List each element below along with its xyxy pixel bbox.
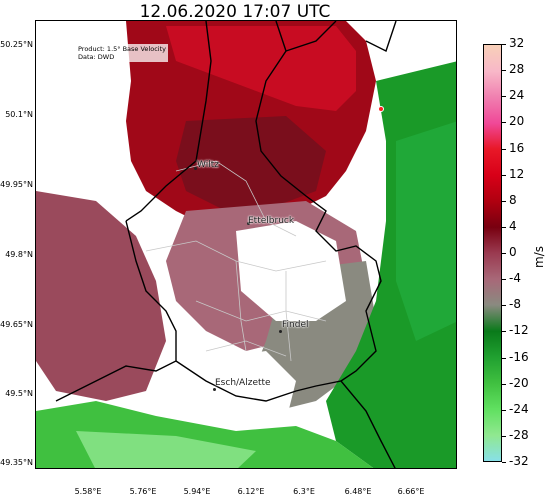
colorbar-tick-mark (502, 226, 506, 228)
colorbar-tick-label: 32 (509, 36, 525, 50)
city-label-esch-alzette: Esch/Alzette (215, 378, 271, 388)
colorbar-tick-mark (502, 200, 506, 202)
colorbar-tick-label: -12 (509, 323, 529, 338)
radar-map[interactable]: Product: 1.5° Base Velocity Data: DWD (35, 20, 457, 469)
colorbar-tick-mark (502, 122, 506, 124)
no-data-patch-south (186, 351, 296, 431)
city-dot-findel (279, 330, 282, 333)
city-dot-esch-alzette (213, 388, 216, 391)
lat-tick-label: 50.1°N (5, 110, 33, 119)
colorbar-tick-mark (502, 331, 506, 333)
colorbar-tick-label: -32 (509, 454, 529, 468)
colorbar-tick-label: -28 (509, 427, 529, 442)
lon-tick-label: 5.94°E (183, 487, 211, 496)
data-source-label: Data: DWD (78, 53, 115, 61)
city-dot-wiltz (194, 167, 197, 170)
velocity-region-light-green-south (76, 431, 256, 468)
colorbar-tick-mark (502, 148, 506, 150)
no-data-patch-west (36, 21, 126, 191)
map-title: 12.06.2020 17:07 UTC (139, 2, 331, 22)
district-borders (145, 160, 327, 362)
velocity-region-bright-red (166, 26, 356, 111)
radar-site-marker (378, 106, 384, 112)
radar-map-canvas (36, 21, 456, 468)
colorbar-tick-label: -4 (509, 271, 521, 286)
colorbar-tick-mark (502, 279, 506, 281)
colorbar-tick-label: -24 (509, 401, 529, 416)
colorbar-tick-label: 28 (509, 62, 525, 77)
colorbar-tick-label: 4 (509, 218, 517, 233)
colorbar-tick-mark (502, 44, 506, 45)
city-label-wiltz: Wiltz (197, 160, 219, 170)
colorbar-tick-mark (502, 174, 506, 176)
lat-tick-label: 49.8°N (5, 250, 33, 259)
colorbar-tick-label: 24 (509, 88, 525, 103)
colorbar-tick-mark (502, 253, 506, 254)
colorbar-tick-label: 8 (509, 192, 517, 207)
velocity-region-maroon-mid (176, 116, 326, 211)
lat-tick-label: 50.25°N (0, 40, 33, 49)
lat-tick-label: 49.5°N (5, 389, 33, 398)
velocity-colorbar (483, 44, 502, 462)
lon-tick-label: 6.66°E (397, 487, 425, 496)
colorbar-tick-mark (502, 96, 506, 98)
lat-tick-label: 49.95°N (0, 180, 33, 189)
colorbar-tick-mark (502, 305, 506, 307)
colorbar-tick-mark (502, 70, 506, 72)
lat-tick-label: 49.35°N (0, 458, 33, 467)
product-info-box: Product: 1.5° Base Velocity Data: DWD (76, 44, 168, 62)
colorbar-tick-label: 12 (509, 166, 525, 181)
city-dot-ettelbruck (247, 222, 250, 225)
no-data-patch-center (236, 221, 346, 321)
city-label-ettelbruck: Ettelbruck (248, 216, 295, 226)
colorbar-tick-label: -16 (509, 349, 529, 364)
colorbar-tick-mark (502, 435, 506, 437)
city-label-findel: Findel (282, 320, 309, 330)
product-label: Product: 1.5° Base Velocity (78, 45, 166, 53)
colorbar-tick-label: -8 (509, 297, 521, 312)
lon-tick-label: 6.12°E (237, 487, 265, 496)
lat-tick-label: 49.65°N (0, 320, 33, 329)
lon-tick-label: 6.3°E (293, 487, 315, 496)
velocity-region-outbound-east-light (396, 121, 456, 341)
lon-tick-label: 6.48°E (344, 487, 372, 496)
colorbar-tick-label: 0 (509, 245, 517, 259)
colorbar-tick-label: 20 (509, 114, 525, 129)
country-borders (55, 21, 397, 468)
colorbar-tick-mark (502, 462, 506, 463)
colorbar-tick-mark (502, 357, 506, 359)
colorbar-tick-mark (502, 409, 506, 411)
lon-tick-label: 5.76°E (129, 487, 157, 496)
colorbar-tick-label: -20 (509, 375, 529, 390)
lon-tick-label: 5.58°E (74, 487, 102, 496)
colorbar-tick-mark (502, 383, 506, 385)
velocity-region-muted-west (36, 191, 166, 401)
colorbar-tick-label: 16 (509, 140, 525, 155)
colorbar-unit-label: m/s (531, 246, 546, 268)
